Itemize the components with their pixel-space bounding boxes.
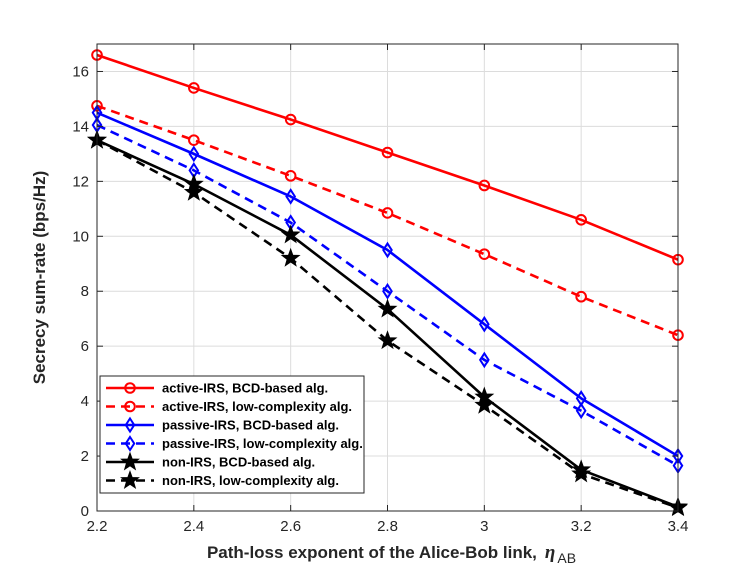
y-tick-label: 4 [81, 393, 89, 410]
axis-ticks: 2.2 2.4 2.6 2.8 3 3.2 3.4 0 2 4 6 8 10 12 14 16 [72, 44, 688, 535]
data-point [183, 181, 204, 201]
data-point [575, 290, 587, 303]
series-3 [91, 104, 684, 465]
y-axis-label: Secrecy sum-rate (bps/Hz) [30, 171, 49, 385]
data-point [381, 207, 394, 219]
series-layer [87, 49, 688, 517]
data-point [280, 247, 301, 267]
legend-marker [124, 382, 136, 394]
legend-marker [120, 451, 140, 471]
legend-label: passive-IRS, low-complexity alg. [162, 436, 363, 451]
y-tick-label: 10 [72, 228, 89, 245]
legend-label: non-IRS, low-complexity alg. [162, 473, 339, 488]
legend-marker [124, 435, 136, 452]
series-line [96, 53, 679, 261]
x-axis-label-text: Path-loss exponent of the Alice-Bob link… [207, 543, 537, 562]
legend-label: active-IRS, low-complexity alg. [162, 399, 352, 414]
data-point [377, 330, 398, 350]
data-point [575, 214, 587, 226]
legend-marker [124, 400, 136, 413]
legend-item: active-IRS, low-complexity alg. [106, 399, 352, 414]
data-point [188, 145, 200, 163]
data-point [188, 82, 200, 94]
x-tick-label: 2.6 [280, 518, 301, 535]
data-point [285, 188, 297, 205]
legend-item: passive-IRS, low-complexity alg. [106, 435, 363, 452]
series-line [96, 123, 679, 467]
data-point [382, 282, 393, 300]
legend-item: passive-IRS, BCD-based alg. [106, 416, 339, 434]
data-point [381, 146, 394, 159]
y-tick-label: 6 [81, 338, 89, 355]
x-axis-label-subscript: AB [557, 550, 576, 566]
x-tick-label: 2.4 [183, 518, 204, 535]
data-point [575, 402, 587, 420]
legend-item: non-IRS, low-complexity alg. [106, 470, 339, 489]
legend-item: non-IRS, BCD-based alg. [106, 451, 315, 471]
data-point [478, 248, 491, 260]
y-tick-label: 12 [72, 173, 89, 190]
data-point [382, 241, 393, 259]
data-point [377, 298, 398, 318]
data-point [188, 134, 200, 146]
legend: active-IRS, BCD-based alg. active-IRS, lo… [99, 375, 365, 494]
data-point [478, 351, 490, 369]
x-tick-label: 3 [480, 518, 488, 535]
data-point [284, 113, 297, 126]
data-point [284, 170, 297, 182]
y-tick-label: 14 [72, 118, 89, 135]
y-tick-label: 16 [72, 63, 89, 80]
x-axis-label-symbol: η [545, 542, 555, 563]
y-tick-label: 2 [81, 448, 89, 465]
legend-label: active-IRS, BCD-based alg. [162, 381, 328, 396]
legend-marker [124, 416, 136, 434]
legend-box [99, 375, 365, 494]
y-tick-label: 0 [81, 503, 89, 520]
x-tick-label: 2.2 [87, 518, 108, 535]
y-tick-label: 8 [81, 283, 89, 300]
x-axis-label: Path-loss exponent of the Alice-Bob link… [207, 542, 576, 566]
legend-label: passive-IRS, BCD-based alg. [162, 418, 339, 433]
x-tick-label: 3.4 [668, 518, 689, 535]
legend-item: active-IRS, BCD-based alg. [106, 381, 328, 396]
series-1 [91, 49, 684, 266]
data-point [571, 463, 592, 483]
legend-marker [120, 470, 140, 489]
series-line [96, 111, 679, 458]
data-point [474, 394, 495, 414]
data-point [280, 224, 301, 244]
x-tick-label: 2.8 [377, 518, 398, 535]
data-point [478, 315, 490, 333]
x-tick-label: 3.2 [571, 518, 592, 535]
data-point [478, 179, 491, 192]
legend-label: non-IRS, BCD-based alg. [162, 455, 315, 470]
